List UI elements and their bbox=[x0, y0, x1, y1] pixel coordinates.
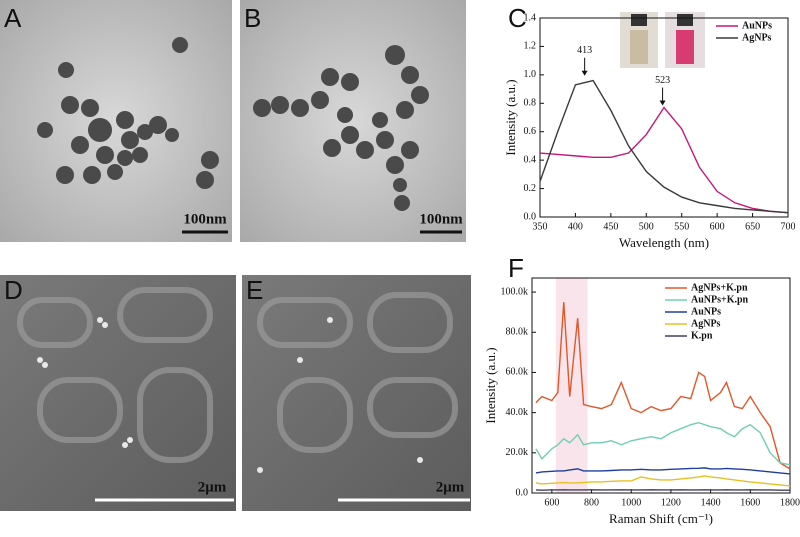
x-tick-label: 1400 bbox=[701, 497, 721, 508]
y-tick-label: 60.0k bbox=[506, 367, 529, 378]
x-tick-label: 450 bbox=[603, 221, 618, 232]
y-axis-label: Intensity (a.u.) bbox=[503, 79, 518, 155]
x-tick-label: 600 bbox=[544, 497, 559, 508]
legend-label: AuNPs+K.pn bbox=[691, 294, 749, 305]
sem-image bbox=[242, 275, 471, 511]
annotation: 523 bbox=[655, 75, 670, 86]
annotation: 413 bbox=[577, 45, 592, 56]
x-tick-label: 650 bbox=[745, 221, 760, 232]
x-tick-label: 1800 bbox=[780, 497, 800, 508]
panel-label: A bbox=[4, 3, 22, 33]
data-line bbox=[540, 81, 788, 213]
arrow-head bbox=[582, 71, 588, 76]
legend-label: AgNPs bbox=[691, 318, 721, 329]
tem-image bbox=[0, 0, 232, 242]
legend-label: AgNPs+K.pn bbox=[691, 282, 748, 293]
y-tick-label: 80.0k bbox=[506, 327, 529, 338]
legend-label: AgNPs bbox=[742, 32, 772, 43]
panel-label: E bbox=[246, 275, 263, 305]
y-tick-label: 40.0k bbox=[506, 407, 529, 418]
y-tick-label: 100.0k bbox=[501, 286, 529, 297]
x-tick-label: 700 bbox=[781, 221, 796, 232]
x-tick-label: 600 bbox=[710, 221, 725, 232]
scale-bar-label: 2μm bbox=[436, 479, 465, 495]
y-axis-label: Intensity (a.u.) bbox=[483, 347, 498, 423]
x-tick-label: 400 bbox=[568, 221, 583, 232]
legend-label: K.pn bbox=[691, 330, 713, 341]
y-tick-label: 0.8 bbox=[524, 98, 537, 109]
x-axis-label: Wavelength (nm) bbox=[619, 235, 709, 250]
scale-bar-label: 100nm bbox=[183, 211, 227, 227]
y-tick-label: 0.6 bbox=[524, 126, 537, 137]
legend-label: AuNPs bbox=[691, 306, 721, 317]
x-tick-label: 1200 bbox=[661, 497, 681, 508]
y-tick-label: 1.0 bbox=[524, 69, 537, 80]
tem-image bbox=[240, 0, 466, 242]
scale-bar-label: 2μm bbox=[198, 479, 227, 495]
y-tick-label: 0.4 bbox=[524, 154, 537, 165]
x-tick-label: 800 bbox=[584, 497, 599, 508]
panel-label: B bbox=[244, 3, 261, 33]
y-tick-label: 0.0 bbox=[524, 211, 537, 222]
vial-photos bbox=[620, 12, 705, 68]
x-tick-label: 550 bbox=[674, 221, 689, 232]
x-axis-label: Raman Shift (cm⁻¹) bbox=[609, 511, 713, 526]
y-tick-label: 1.4 bbox=[524, 12, 537, 23]
y-tick-label: 1.2 bbox=[524, 41, 537, 52]
panel-label: D bbox=[4, 275, 23, 305]
x-tick-label: 1000 bbox=[621, 497, 641, 508]
y-tick-label: 20.0k bbox=[506, 447, 529, 458]
scale-bar-label: 100nm bbox=[419, 211, 463, 227]
y-tick-label: 0.2 bbox=[524, 183, 537, 194]
panel-label: F bbox=[508, 253, 524, 283]
y-tick-label: 0.0 bbox=[516, 487, 529, 498]
x-tick-label: 350 bbox=[533, 221, 548, 232]
x-tick-label: 500 bbox=[639, 221, 654, 232]
arrow-head bbox=[660, 101, 666, 106]
x-tick-label: 1600 bbox=[740, 497, 760, 508]
data-line bbox=[540, 108, 788, 213]
legend-label: AuNPs bbox=[742, 20, 772, 31]
